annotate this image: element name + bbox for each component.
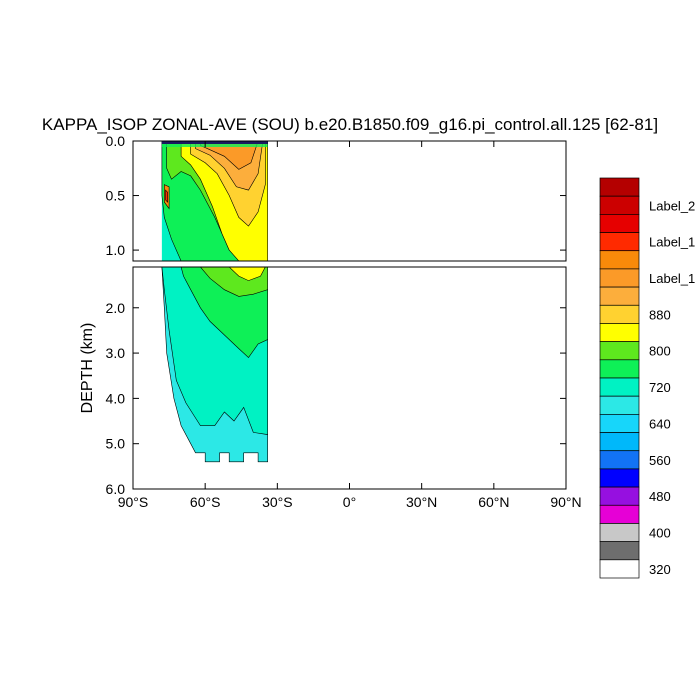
y-tick-label: 5.0 (106, 436, 126, 452)
y-tick-label: 0.5 (106, 188, 126, 204)
y-tick-label: 0.0 (106, 133, 126, 149)
colorbar-label: 880 (649, 307, 671, 322)
x-tick-label: 60°S (190, 494, 221, 510)
colorbar-swatch (599, 523, 640, 542)
colorbar-label: 720 (649, 380, 671, 395)
colorbar-label: Label_2 (649, 198, 695, 213)
surface-band-2 (161, 144, 268, 147)
colorbar-swatch (599, 341, 640, 361)
colorbar-swatch (599, 214, 640, 233)
y-tick-label: 4.0 (106, 390, 126, 406)
colorbar-label: Label_1 (649, 235, 695, 250)
colorbar-label: 560 (649, 453, 671, 468)
colorbar-swatch (599, 559, 640, 579)
colorbar-label: Label_1 (649, 271, 695, 286)
colorbar-swatch (599, 504, 640, 524)
x-tick-label: 60°N (478, 494, 509, 510)
x-tick-label: 90°N (550, 494, 581, 510)
colorbar-swatch (599, 359, 640, 379)
colorbar-swatch (599, 177, 640, 197)
lower-panel-field (161, 267, 269, 463)
chart-title: KAPPA_ISOP ZONAL-AVE (SOU) b.e20.B1850.f… (42, 115, 658, 134)
x-tick-label: 30°N (406, 494, 437, 510)
colorbar-swatch (599, 432, 640, 452)
colorbar-label: 800 (649, 344, 671, 359)
colorbar-swatch (599, 195, 640, 215)
y-axis-label: DEPTH (km) (79, 323, 96, 414)
x-tick-label: 90°S (118, 494, 149, 510)
colorbar-swatch (599, 304, 640, 324)
surface-band (161, 141, 268, 144)
y-axis-ticks: 0.0 0.5 1.0 2.0 3.0 4.0 5.0 6.0 (106, 133, 566, 497)
colorbar-swatch (599, 377, 640, 397)
y-tick-label: 2.0 (106, 300, 126, 316)
colorbar-swatch (599, 486, 640, 506)
x-tick-label: 0° (343, 494, 356, 510)
y-tick-label: 6.0 (106, 481, 126, 497)
colorbar-swatch (599, 232, 640, 252)
colorbar-swatch (599, 395, 640, 415)
contour-yellow-lower (228, 267, 266, 281)
colorbar-swatch (599, 268, 640, 288)
colorbar-swatch (599, 414, 640, 433)
x-tick-label: 30°S (262, 494, 293, 510)
colorbar-label: 640 (649, 416, 671, 431)
colorbar-swatch (599, 450, 640, 470)
colorbar-swatch (599, 468, 640, 488)
y-tick-label: 3.0 (106, 345, 126, 361)
colorbar-swatch (599, 250, 640, 270)
colorbar: Label_2 Label_1 Label_1 880 800 720 640 560 480 4… (599, 177, 695, 579)
colorbar-swatch (599, 286, 640, 306)
upper-panel-field (161, 141, 269, 261)
colorbar-label: 320 (649, 562, 671, 577)
x-axis-ticks: 90°S 60°S 30°S 0° 30°N 60°N 90°N (118, 141, 582, 510)
contour-red-upper (165, 189, 168, 203)
colorbar-label: 400 (649, 526, 671, 541)
y-tick-label: 1.0 (106, 242, 126, 258)
colorbar-label: 480 (649, 489, 671, 504)
colorbar-swatch (599, 323, 640, 342)
colorbar-swatch (599, 541, 640, 561)
